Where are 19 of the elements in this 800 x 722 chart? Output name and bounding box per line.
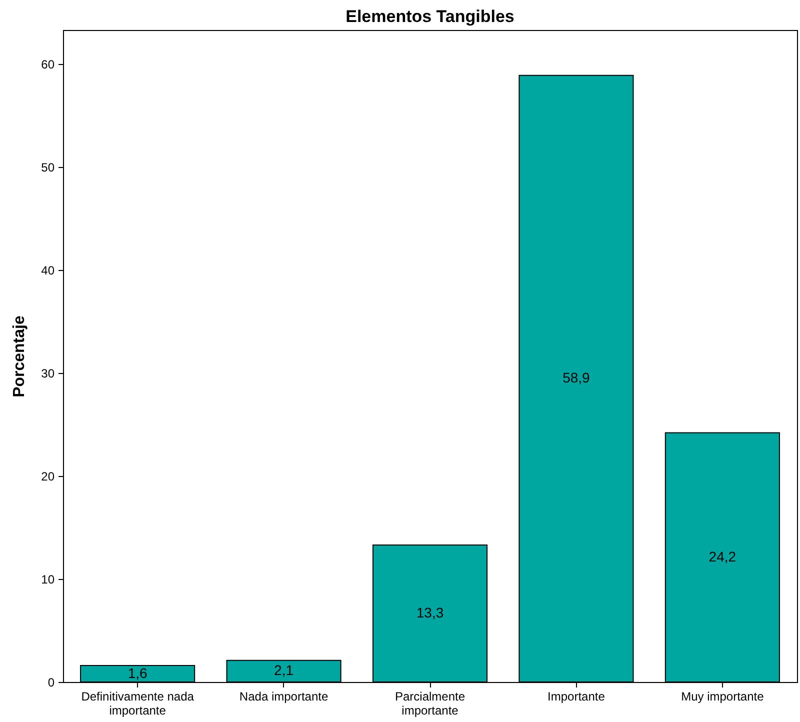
y-tick-label: 20 — [41, 469, 55, 484]
y-tick-label: 40 — [41, 263, 55, 278]
data-label: 13,3 — [416, 604, 444, 621]
y-axis-title: Porcentaje — [11, 315, 28, 398]
chart-title: Elementos Tangibles — [346, 7, 514, 26]
y-tick-label: 50 — [41, 160, 55, 174]
x-tick-label: Parcialmente importante — [394, 690, 466, 718]
y-tick-label: 0 — [48, 676, 55, 690]
data-label: 2,1 — [274, 662, 294, 678]
x-tick-label: Definitivamente nada importante — [81, 690, 194, 718]
x-tick-label: Muy importante — [681, 690, 764, 704]
y-tick-label: 10 — [41, 572, 55, 586]
y-tick-label: 60 — [41, 57, 55, 72]
data-label: 24,2 — [708, 548, 736, 564]
data-label: 1,6 — [128, 664, 148, 681]
data-label: 58,9 — [562, 370, 590, 386]
y-tick-label: 30 — [41, 366, 55, 380]
x-tick-label: Nada importante — [239, 690, 328, 704]
x-tick-label: Importante — [548, 690, 606, 704]
